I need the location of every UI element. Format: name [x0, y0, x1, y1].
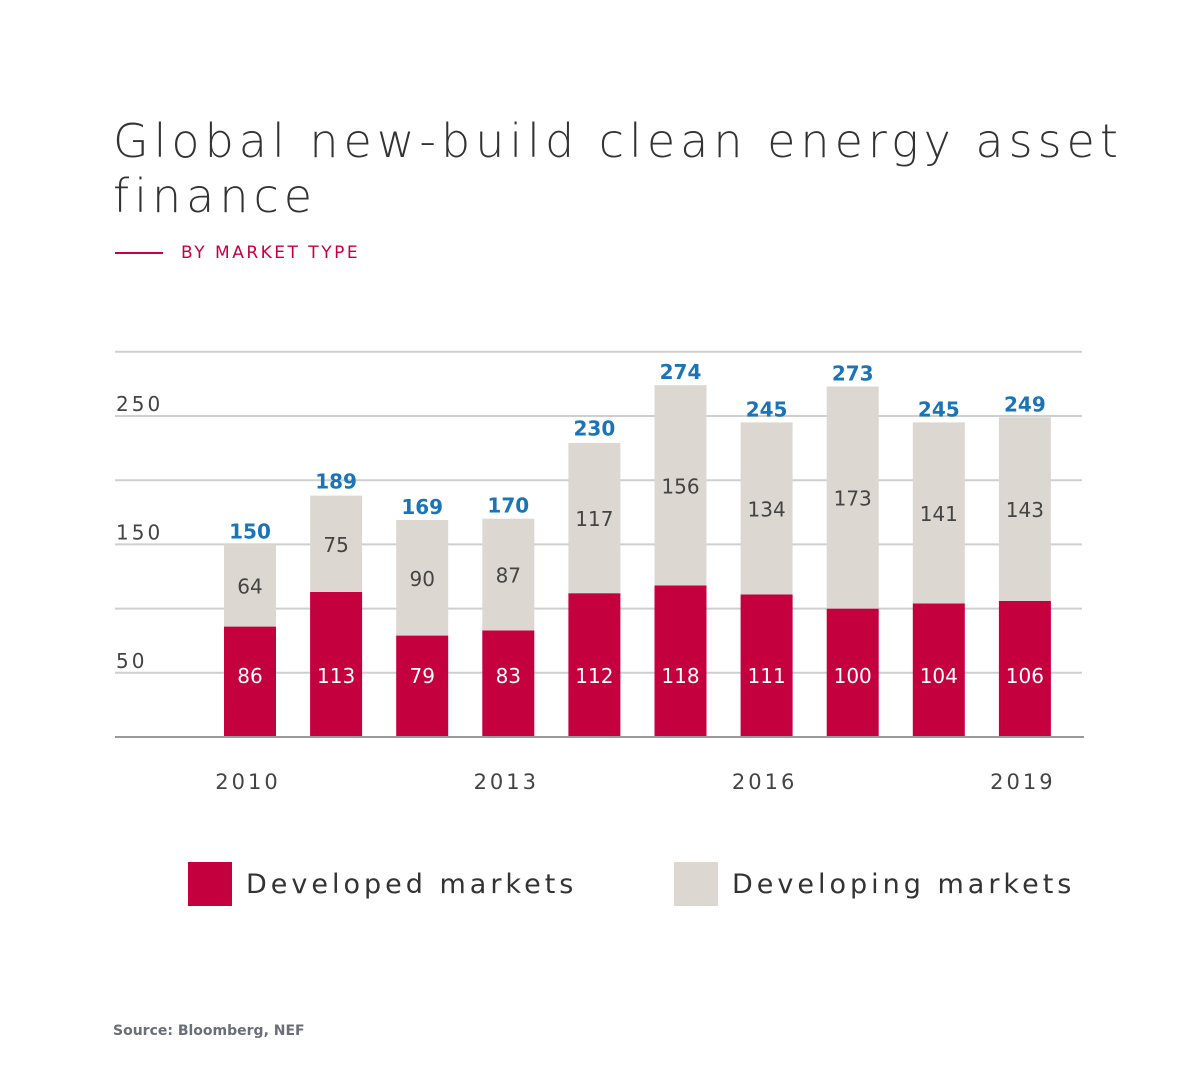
data-label-total: 273: [832, 361, 874, 385]
bar-developing: [826, 386, 879, 609]
bar-developed: [224, 626, 276, 737]
data-label-developing: 75: [323, 533, 348, 557]
bar-developing: [998, 417, 1051, 601]
data-label-developed: 111: [748, 664, 786, 688]
data-label-developed: 100: [834, 664, 872, 688]
data-label-developed: 113: [317, 664, 355, 688]
bar-developed: [568, 593, 621, 737]
bar-developing: [482, 518, 535, 631]
data-label-total: 170: [487, 494, 529, 518]
data-label-developing: 64: [237, 574, 262, 598]
x-tick-label: 2019: [990, 770, 1055, 794]
bar-developing: [740, 422, 793, 595]
data-label-developed: 118: [661, 664, 699, 688]
legend-label-developed: Developed markets: [246, 868, 578, 900]
bar-developed: [654, 585, 707, 737]
data-label-developed: 83: [496, 664, 521, 688]
bar-developing: [654, 385, 707, 586]
y-tick-label: 50: [116, 649, 147, 673]
subtitle-rule: [115, 252, 163, 254]
bar-developed: [482, 630, 535, 737]
bar-developed: [396, 635, 449, 737]
data-label-total: 249: [1004, 392, 1046, 416]
chart-subtitle: BY MARKET TYPE: [181, 243, 361, 263]
bar-developing: [310, 495, 363, 592]
data-label-developed: 112: [575, 664, 613, 688]
data-label-developed: 86: [237, 664, 262, 688]
bar-developed: [740, 594, 793, 737]
data-label-developing: 117: [575, 507, 613, 531]
x-tick-label: 2010: [215, 770, 280, 794]
source-note: Source: Bloomberg, NEF: [113, 1023, 305, 1039]
legend-item-developing: Developing markets: [674, 862, 1075, 906]
data-label-developed: 104: [920, 664, 958, 688]
bar-developed: [998, 600, 1051, 737]
data-label-total: 245: [746, 397, 788, 421]
data-label-total: 150: [229, 519, 271, 543]
x-tick-label: 2013: [474, 770, 539, 794]
data-label-total: 189: [315, 469, 357, 493]
data-label-developed: 106: [1006, 664, 1044, 688]
data-label-developing: 134: [748, 497, 786, 521]
x-tick-label: 2016: [732, 770, 797, 794]
data-label-developing: 156: [661, 474, 699, 498]
legend-item-developed: Developed markets: [188, 862, 577, 906]
bar-developing: [568, 442, 621, 594]
y-tick-label: 150: [116, 520, 163, 544]
data-label-total: 230: [574, 417, 616, 441]
bar-developed: [826, 608, 879, 737]
bar-developing: [224, 544, 276, 627]
data-label-developing: 173: [834, 487, 872, 511]
data-label-developing: 87: [496, 564, 521, 588]
legend-label-developing: Developing markets: [732, 868, 1076, 900]
bar-developed: [310, 591, 363, 737]
bar-developed: [912, 603, 965, 737]
legend-swatch-developing: [674, 862, 718, 906]
legend-swatch-developed: [188, 862, 232, 906]
chart-title: Global new-build clean energy asset fina…: [113, 114, 1123, 223]
data-label-developing: 90: [409, 567, 434, 591]
data-label-developed: 79: [409, 664, 434, 688]
data-label-total: 274: [660, 360, 702, 384]
data-label-developing: 143: [1006, 498, 1044, 522]
data-label-developing: 141: [920, 502, 958, 526]
bar-developing: [912, 422, 965, 604]
y-tick-label: 250: [116, 392, 163, 416]
data-label-total: 169: [401, 495, 443, 519]
bar-developing: [396, 520, 449, 636]
data-label-total: 245: [918, 397, 960, 421]
